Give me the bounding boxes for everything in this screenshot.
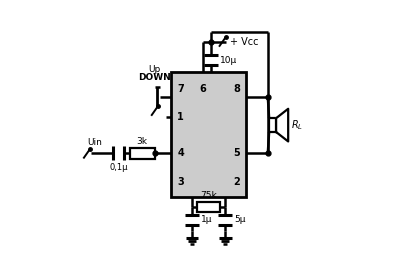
Text: 0,1μ: 0,1μ	[109, 163, 128, 172]
Text: 3: 3	[177, 177, 184, 187]
Polygon shape	[276, 109, 288, 141]
Text: 4: 4	[177, 148, 184, 158]
Text: 5μ: 5μ	[234, 215, 246, 225]
Text: Uin: Uin	[87, 138, 102, 147]
Text: $R_L$: $R_L$	[291, 118, 303, 132]
Text: 7: 7	[177, 84, 184, 94]
Bar	[197, 202, 220, 212]
Text: 5: 5	[234, 148, 240, 158]
Text: 3k: 3k	[137, 137, 148, 146]
Text: 6: 6	[199, 84, 206, 94]
Text: 2: 2	[234, 177, 240, 187]
Bar	[269, 118, 276, 132]
Text: 1: 1	[177, 112, 184, 122]
Text: + Vcc: + Vcc	[230, 37, 259, 46]
Text: DOWN: DOWN	[138, 73, 171, 82]
Text: 8: 8	[233, 84, 240, 94]
Text: Up: Up	[149, 65, 161, 74]
Bar	[130, 148, 155, 159]
Text: 1μ: 1μ	[201, 215, 212, 225]
Text: 10μ: 10μ	[220, 56, 237, 65]
Bar	[171, 72, 246, 197]
Text: 75k: 75k	[200, 191, 217, 200]
